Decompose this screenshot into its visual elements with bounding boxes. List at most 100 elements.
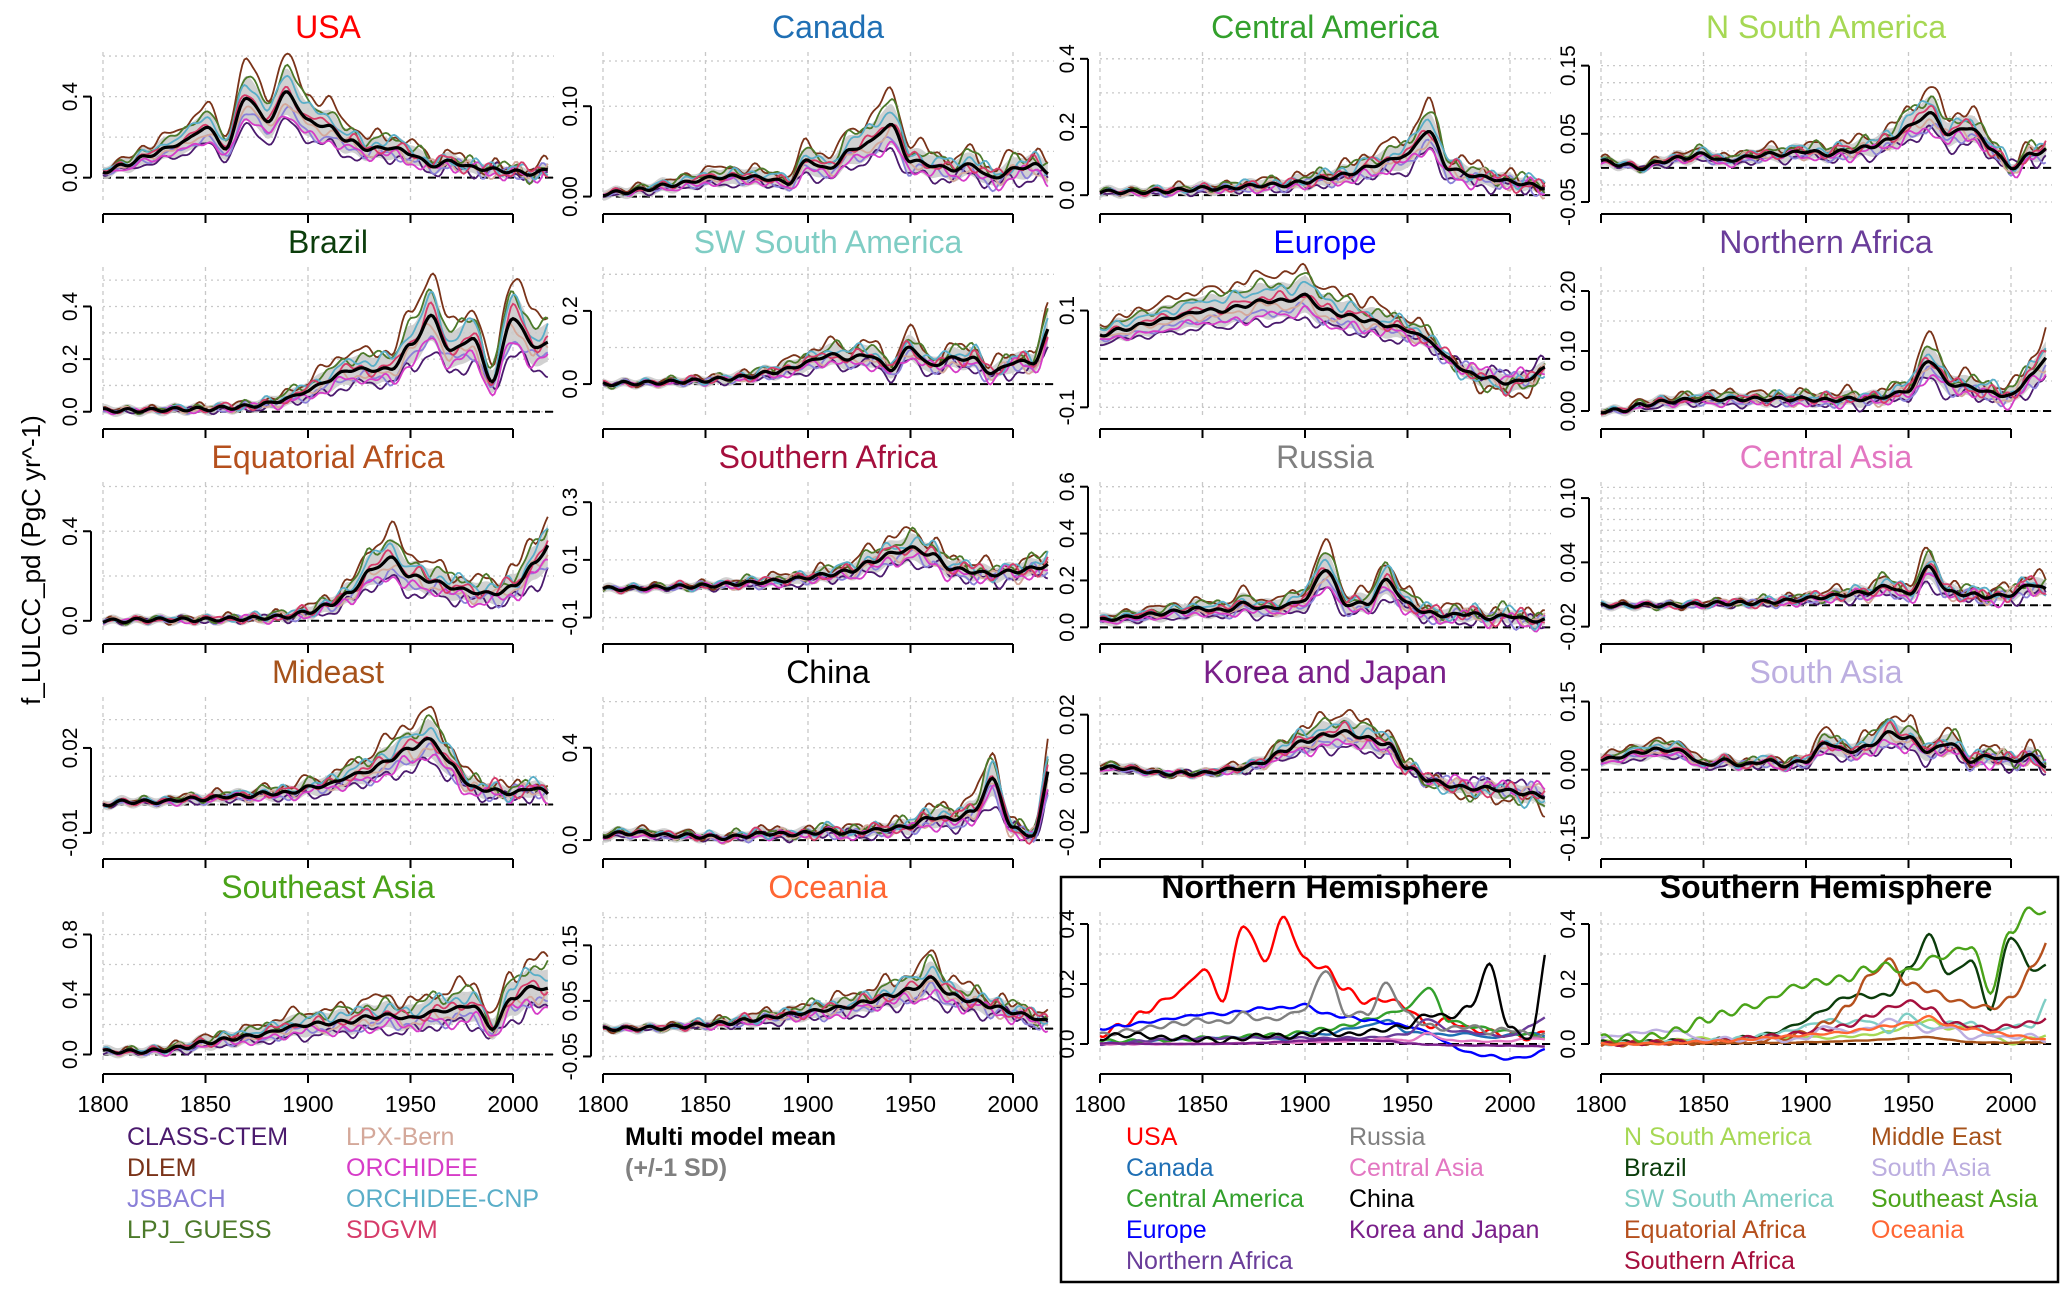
model-line-dlem [602, 738, 1049, 842]
y-tick-label: 0.2 [559, 296, 582, 325]
model-line-orchidee [1099, 147, 1546, 197]
y-tick-label: 0.20 [1557, 271, 1580, 312]
mean-line [1099, 568, 1546, 624]
panel-europe: -0.1 0.1 Europe [1056, 224, 1551, 438]
y-tick-label: -0.01 [59, 809, 82, 857]
model-line-sdgvm [1600, 562, 2046, 610]
hemisphere-title: Northern Hemisphere [1161, 869, 1488, 905]
y-tick-label: -0.05 [1557, 178, 1580, 226]
y-tick-label: 0.4 [1056, 909, 1079, 939]
mean-line [1099, 728, 1546, 800]
y-tick-label: 0.0 [59, 163, 82, 192]
x-tick-label: 2000 [1985, 1091, 2036, 1117]
y-tick-label: 0.4 [59, 980, 82, 1010]
legend-item-middle-east: Middle East [1871, 1123, 2002, 1151]
model-line-orchidee-cnp [603, 111, 1049, 197]
y-tick-label: 0.2 [59, 345, 82, 374]
y-tick-label: -0.05 [559, 1033, 582, 1081]
mean-line [1600, 564, 2047, 609]
y-tick-label: 0.15 [1557, 45, 1580, 86]
y-tick-label: 0.4 [59, 82, 82, 112]
x-tick-label: 1900 [782, 1091, 833, 1117]
x-tick-label: 1950 [885, 1091, 936, 1117]
panel-southern-africa: -0.1 0.1 0.3 Southern Africa [559, 439, 1054, 653]
hemisphere-title: Southern Hemisphere [1660, 869, 1993, 905]
x-tick-label: 1800 [1074, 1091, 1125, 1117]
y-tick-label: 0.4 [59, 292, 82, 322]
model-line-orchidee [102, 115, 549, 184]
y-tick-label: 0.10 [559, 86, 582, 127]
legend-item-brazil: Brazil [1624, 1154, 1687, 1182]
model-line-dlem [1600, 86, 2047, 172]
legend-item-central-america: Central America [1126, 1185, 1304, 1213]
y-tick-label: 0.4 [59, 516, 82, 546]
y-tick-label: 0.0 [1557, 1029, 1580, 1058]
x-tick-label: 1950 [1382, 1091, 1433, 1117]
region-line-usa [1099, 915, 1545, 1042]
x-tick-label: 1800 [77, 1091, 128, 1117]
panel-n-south-america: -0.05 0.05 0.15 N South America [1557, 9, 2052, 226]
x-tick-label: 2000 [1484, 1091, 1535, 1117]
legend-item-usa: USA [1126, 1123, 1178, 1151]
model-line-dlem [102, 951, 549, 1055]
x-tick-label: 1950 [1883, 1091, 1934, 1117]
y-tick-label: 0.1 [559, 545, 582, 574]
legend-item-equatorial-africa: Equatorial Africa [1624, 1216, 1806, 1244]
mean-line [102, 984, 549, 1055]
panel-title: Equatorial Africa [211, 439, 444, 475]
model-line-orchidee-cnp [1099, 280, 1546, 396]
sd-band [1601, 719, 2046, 773]
y-tick-label: 0.04 [1557, 542, 1580, 583]
sd-band [103, 719, 548, 811]
y-tick-label: 0.15 [559, 925, 582, 966]
x-tick-label: 1900 [1780, 1091, 1831, 1117]
panel-title: Mideast [272, 654, 384, 690]
legend-item-southeast-asia: Southeast Asia [1871, 1185, 2038, 1213]
region-line-korea-and-japan [1099, 1038, 1545, 1048]
model-legend: CLASS-CTEM DLEM JSBACH LPJ_GUESS LPX-Bern ORC… [127, 1123, 836, 1244]
y-tick-label: 0.0 [559, 825, 582, 854]
legend-item-orchidee-cnp: ORCHIDEE-CNP [346, 1185, 539, 1213]
y-tick-label: 0.3 [559, 488, 582, 517]
hemisphere-panels: 0.0 0.2 0.4 1800 1850 1900 1950 2000 Northern He… [1056, 869, 2052, 1275]
legend-item-russia: Russia [1349, 1123, 1426, 1151]
model-line-sdgvm [1600, 720, 2047, 774]
legend-item-dlem: DLEM [127, 1154, 196, 1182]
legend-item-lpx-bern: LPX-Bern [346, 1123, 454, 1151]
y-tick-label: 0.1 [1056, 296, 1079, 325]
panel-mideast: -0.01 0.02 Mideast [59, 654, 554, 868]
y-tick-label: 0.4 [559, 733, 582, 763]
y-tick-label: 0.00 [1056, 753, 1079, 794]
y-tick-label: 0.0 [59, 397, 82, 426]
panel-korea-and-japan: -0.02 0.00 0.02 Korea and Japan [1056, 654, 1551, 868]
y-tick-label: 0.2 [1056, 566, 1079, 595]
model-line-orchidee [102, 753, 548, 808]
region-panels: 0.0 0.4 USA 0.00 0.10 Canada 0.0 0.2 0.4 Central … [59, 9, 2052, 1117]
panel-equatorial-africa: 0.0 0.4 Equatorial Africa [59, 439, 554, 653]
model-line-orchidee-cnp [1600, 100, 2046, 173]
panel-russia: 0.0 0.2 0.4 0.6 Russia [1056, 439, 1551, 653]
mean-line [1099, 292, 1546, 386]
legend-item-class-ctem: CLASS-CTEM [127, 1123, 288, 1151]
model-line-lpx-bern [1099, 296, 1546, 390]
y-tick-label: -0.02 [1557, 603, 1580, 651]
panel-title: Russia [1276, 439, 1374, 475]
legend-item-china: China [1349, 1185, 1414, 1213]
panel-northern-africa: 0.00 0.10 0.20 Northern Africa [1557, 224, 2052, 438]
x-tick-label: 1900 [1279, 1091, 1330, 1117]
panel-southeast-asia: 0.0 0.4 0.8 1800 1850 1900 1950 2000 Southeast A… [59, 869, 554, 1117]
legend-item-oceania: Oceania [1871, 1216, 1964, 1244]
x-tick-label: 1950 [385, 1091, 436, 1117]
y-tick-label: 0.0 [559, 369, 582, 398]
y-tick-label: -0.02 [1056, 808, 1079, 856]
panel-south-asia: -0.15 0.00 0.15 South Asia [1557, 654, 2052, 868]
panel-title: USA [295, 9, 361, 45]
legend-multi-model-mean: Multi model mean [625, 1123, 836, 1151]
region-line-oceania [1600, 1014, 2046, 1047]
y-tick-label: 0.2 [1557, 969, 1580, 998]
y-tick-label: 0.00 [1557, 391, 1580, 432]
legend-item-south-asia: South Asia [1871, 1154, 1991, 1182]
x-tick-label: 2000 [987, 1091, 1038, 1117]
legend-item-orchidee: ORCHIDEE [346, 1154, 478, 1182]
